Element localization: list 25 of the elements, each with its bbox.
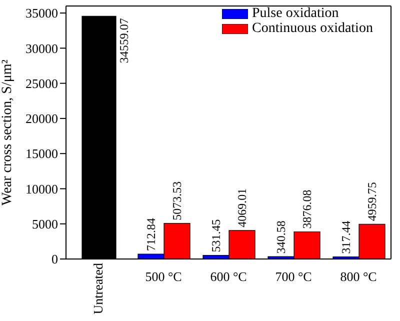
legend-label: Continuous oxidation xyxy=(252,21,373,36)
x-tick-label: 600 °C xyxy=(210,269,247,284)
data-label: 3876.08 xyxy=(300,190,314,229)
x-tick-label: 700 °C xyxy=(275,269,312,284)
y-tick-label: 35000 xyxy=(26,6,58,21)
data-label: 4959.75 xyxy=(365,182,379,222)
data-label: 531.45 xyxy=(209,219,223,252)
y-tick-label: 30000 xyxy=(26,40,58,56)
y-tick-label: 10000 xyxy=(26,181,58,196)
data-label: 34559.07 xyxy=(117,18,131,64)
data-label: 4069.01 xyxy=(235,188,249,228)
data-label: 340.58 xyxy=(274,220,288,254)
data-label: 712.84 xyxy=(144,218,158,251)
y-tick-label: 15000 xyxy=(26,146,58,162)
legend-label: Pulse oxidation xyxy=(252,6,339,21)
x-tick-label: 800 °C xyxy=(340,269,377,284)
x-tick-label: Untreated xyxy=(90,262,106,314)
data-label: 317.44 xyxy=(339,220,353,254)
y-tick-label: 20000 xyxy=(26,111,58,126)
y-tick-label: 5000 xyxy=(32,216,58,232)
y-axis-title: Wear cross section, S/μm² xyxy=(0,60,15,206)
y-tick-label: 0 xyxy=(52,252,58,267)
x-tick-label: 500 °C xyxy=(145,269,182,284)
data-label: 5073.53 xyxy=(170,181,184,220)
y-tick-label: 25000 xyxy=(26,76,58,91)
